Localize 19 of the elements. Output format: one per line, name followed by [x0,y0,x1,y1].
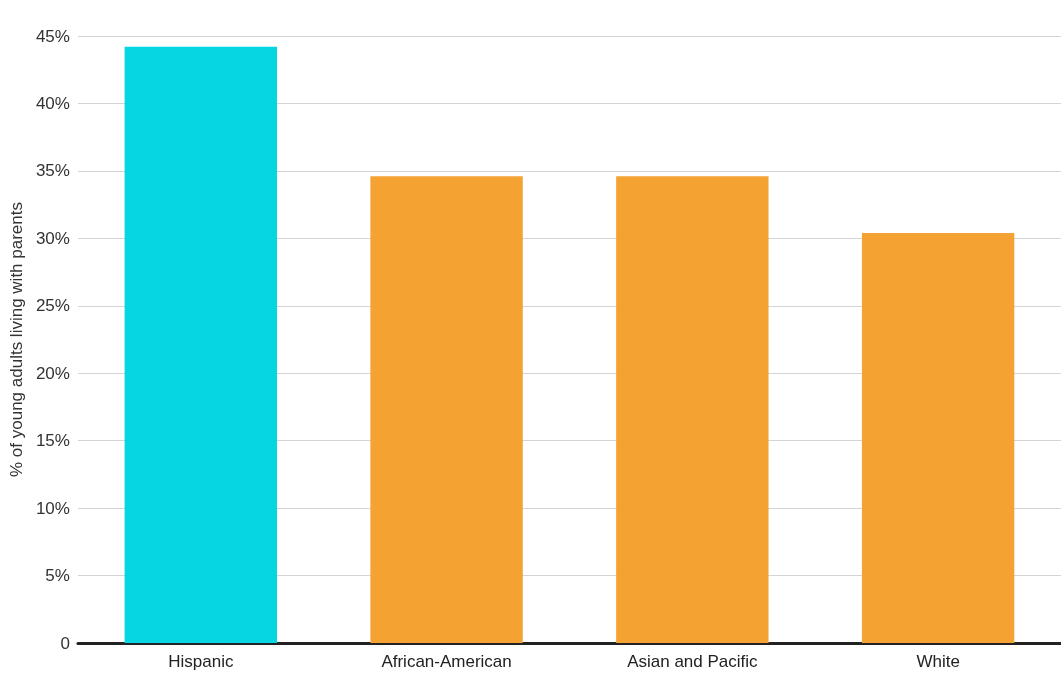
y-tick-label: 25% [35,296,70,316]
y-tick-label: 0 [60,633,70,653]
y-tick-label: 45% [35,26,70,46]
x-tick-label: African-American [381,652,512,671]
y-axis-title: % of young adults living with parents [7,202,26,477]
y-tick-label: 30% [35,228,70,248]
x-tick-label: Asian and Pacific [627,652,759,671]
x-tick-label: Hispanic [168,652,234,671]
y-tick-label: 10% [35,498,70,518]
bar [861,232,1015,643]
bar [370,176,523,643]
y-tick-label: 20% [35,363,70,383]
bar [124,46,277,643]
y-tick-label: 5% [45,566,70,586]
y-tick-label: 40% [35,93,70,113]
x-tick-label: White [916,652,960,671]
y-tick-label: 35% [35,161,70,181]
bar [616,176,769,643]
y-tick-label: 15% [35,431,70,451]
